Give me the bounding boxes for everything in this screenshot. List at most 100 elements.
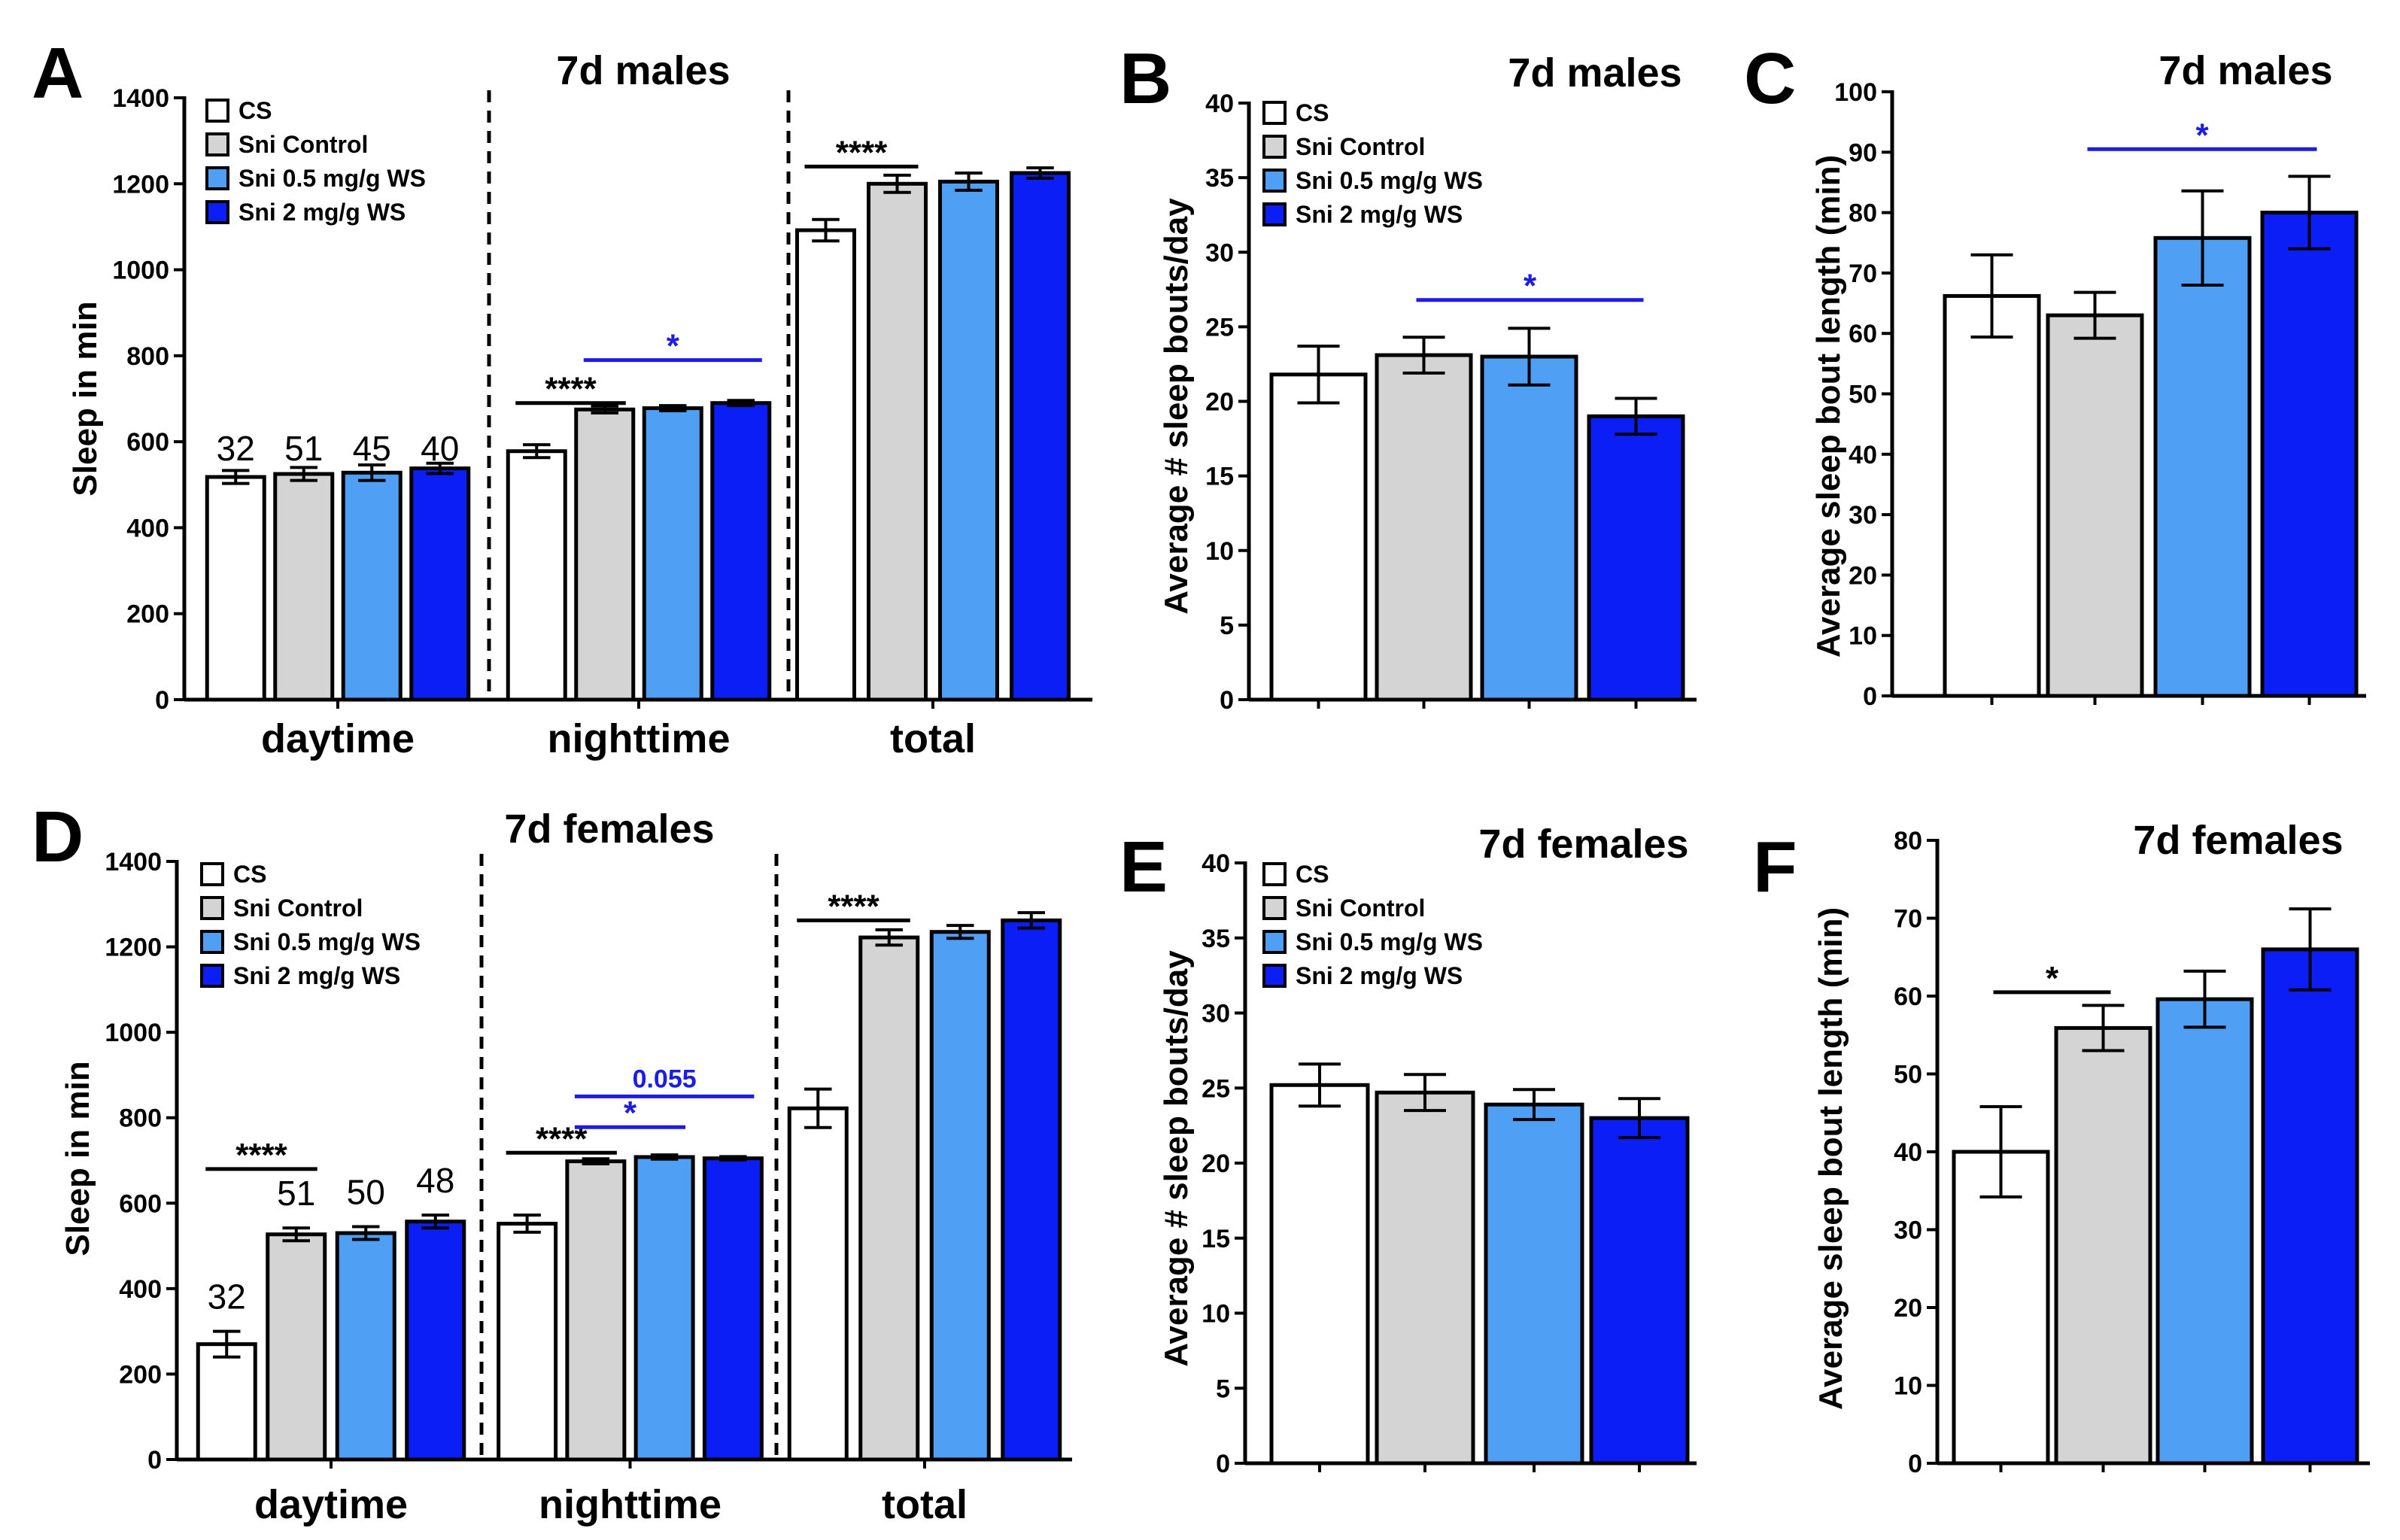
bar-sni-2-mg-g-ws [405,1220,466,1462]
chart-title: 7d females [1478,822,1688,867]
y-tick-label: 10 [1849,622,1877,651]
legend-label: Sni 0.5 mg/g WS [1296,167,1483,194]
legend-label: Sni Control [1296,133,1425,160]
y-tick-label: 1400 [105,848,162,876]
significance-label: * [667,328,680,365]
panel-c: C 7d males Average sleep bout length (min)… [1744,38,2366,711]
y-tick-label: 50 [1894,1061,1922,1089]
y-tick-label: 10 [1205,537,1234,566]
bar-sni-control [858,935,920,1462]
category-label: total [890,716,976,761]
significance-label: * [2046,960,2059,997]
legend-swatch [1262,101,1287,125]
y-tick-label: 15 [1202,1225,1230,1253]
y-tick-label: 1400 [112,84,169,113]
significance-label: **** [828,888,879,925]
y-tick-label: 25 [1202,1074,1230,1103]
category-label: nighttime [548,716,731,761]
y-tick-label: 80 [1894,827,1922,855]
panel-letter: D [32,797,84,877]
y-axis-label: Average sleep bout length (min) [1810,155,1847,658]
y-tick-label: 40 [1205,90,1234,118]
panel-d: D 7d females Sleep in min 0 200 400 600 800 1000… [32,797,1072,1527]
bar-cs [1269,372,1368,702]
bar-sni-control [1375,353,1473,702]
y-tick-label: 0 [1863,682,1877,711]
legend-swatch [200,930,224,954]
n-label: 51 [284,429,323,468]
bar-sni-2-mg-g-ws [710,401,772,702]
y-axis-label: Average # sleep bouts/day [1158,198,1195,615]
significance-label: **** [545,371,597,408]
bar-sni-0-5-mg-g-ws [633,1155,695,1462]
y-tick-label: 0 [1220,686,1234,715]
legend-label: Sni 0.5 mg/g WS [233,928,421,955]
bar-sni-2-mg-g-ws [702,1156,764,1462]
legend-swatch [1262,202,1287,226]
bar-sni-0-5-mg-g-ws [929,930,991,1462]
category-label: nighttime [539,1482,722,1527]
y-tick-label: 20 [1205,388,1234,417]
y-tick-label: 35 [1202,925,1230,953]
y-tick-label: 0 [1908,1450,1922,1478]
bar-sni-2-mg-g-ws [1010,171,1071,702]
y-tick-label: 70 [1849,260,1877,288]
panel-a: A 7d males Sleep in min 0 200 400 600 800 1000 12… [32,33,1092,761]
y-tick-label: 60 [1894,983,1922,1011]
legend-label: Sni 2 mg/g WS [1296,962,1463,989]
bar-sni-2-mg-g-ws [1001,918,1062,1462]
y-tick-label: 0 [147,1446,162,1475]
legend-swatch [200,896,224,920]
n-label: 40 [421,429,459,468]
n-label: 48 [416,1161,454,1200]
bar-cs [1952,1150,2050,1466]
bar-sni-control [867,181,928,702]
legend: CS Sni Control Sni 0.5 mg/g WS Sni 2 mg/g W… [1262,861,1483,989]
legend-swatch [1262,135,1287,159]
legend-swatch [205,200,229,224]
panel-e: E 7d females Average # sleep bouts/day 0 5 10… [1119,822,1697,1478]
chart-title: 7d males [2158,48,2332,93]
panel-b: B 7d males Average # sleep bouts/day 0 5 10 15… [1119,38,1697,715]
y-tick-label: 80 [1849,199,1877,228]
y-tick-label: 200 [119,1360,162,1389]
y-tick-label: 1000 [112,257,169,285]
y-axis-label: Sleep in min [59,1061,96,1256]
n-label: 45 [353,429,391,468]
bar-sni-0-5-mg-g-ws [1480,354,1578,702]
y-tick-label: 30 [1202,1000,1230,1028]
bar-cs [795,228,856,702]
significance-label: * [624,1095,637,1131]
y-axis-label: Average sleep bout length (min) [1812,907,1849,1410]
legend-label: Sni 0.5 mg/g WS [1296,928,1483,955]
y-tick-label: 35 [1205,164,1234,193]
bar-sni-control [1375,1090,1475,1466]
legend-label: Sni 2 mg/g WS [1296,201,1463,228]
bar-cs [1269,1083,1370,1466]
legend-label: Sni 2 mg/g WS [233,962,400,989]
legend-label: Sni 0.5 mg/g WS [238,165,426,192]
panel-letter: F [1753,827,1797,907]
bar-sni-0-5-mg-g-ws [1484,1102,1584,1466]
legend-swatch [205,99,229,123]
y-tick-label: 15 [1205,463,1234,491]
bar-cs [497,1222,558,1462]
y-tick-label: 100 [1834,78,1877,107]
y-tick-label: 600 [126,428,169,457]
significance-label: * [1524,268,1537,305]
bar-sni-2-mg-g-ws [1587,414,1685,702]
bar-sni-control [574,407,636,702]
y-tick-label: 90 [1849,138,1877,167]
legend-swatch [1262,896,1287,920]
bar-cs [1943,293,2041,698]
y-tick-label: 1000 [105,1019,162,1047]
y-tick-label: 600 [119,1189,162,1218]
legend-label: Sni Control [1296,895,1425,922]
bar-sni-control [266,1232,327,1462]
bar-sni-control [565,1159,627,1462]
y-tick-label: 20 [1849,561,1877,590]
y-tick-label: 5 [1216,1374,1230,1403]
legend-swatch [1262,862,1287,886]
legend-label: CS [233,861,266,888]
